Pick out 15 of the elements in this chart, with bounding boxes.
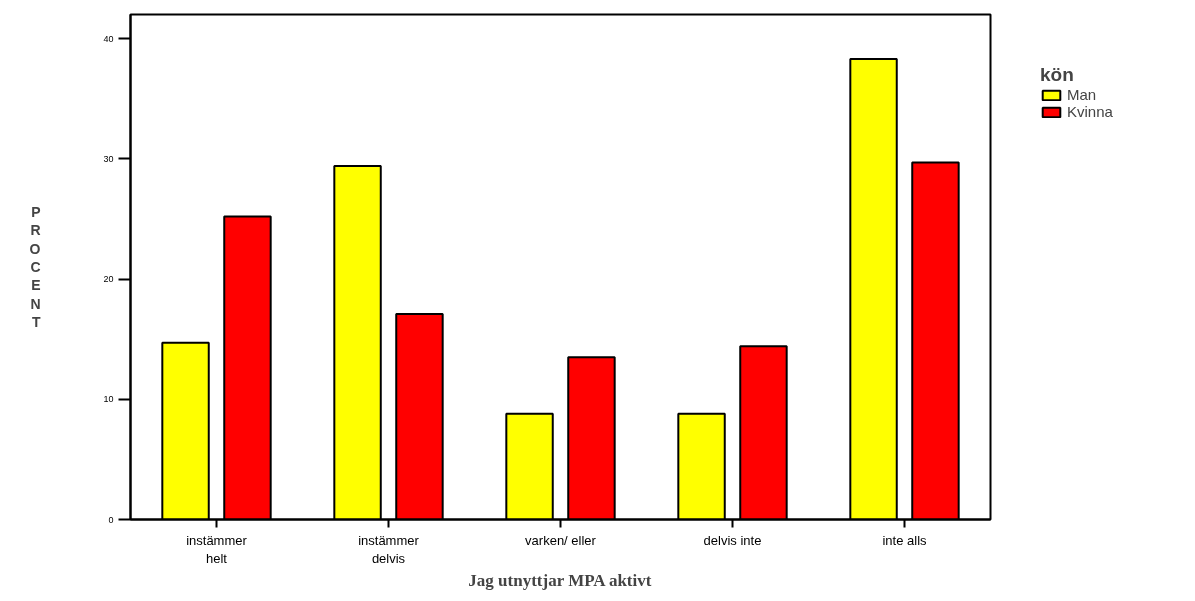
y-tick-label: 30 xyxy=(103,153,114,164)
y-tick-label: 20 xyxy=(103,274,114,285)
x-tick-label: inte alls xyxy=(882,532,928,548)
y-tick-label: 40 xyxy=(103,33,114,44)
x-tick-label: varken/ eller xyxy=(525,532,597,548)
legend-label: Man xyxy=(1067,86,1097,103)
x-tick-label: instämmer helt xyxy=(186,532,248,566)
y-axis-title: PROCENT xyxy=(29,203,41,331)
y-tick-label: 0 xyxy=(108,514,114,525)
legend-label: Kvinna xyxy=(1067,103,1113,120)
x-tick-label: instämmer delvis xyxy=(358,532,420,566)
x-tick-label: delvis inte xyxy=(703,532,762,548)
legend-title: kön xyxy=(1040,64,1075,86)
y-tick-label: 10 xyxy=(103,394,114,405)
x-axis-title: Jag utnyttjar MPA aktivt xyxy=(468,570,652,590)
